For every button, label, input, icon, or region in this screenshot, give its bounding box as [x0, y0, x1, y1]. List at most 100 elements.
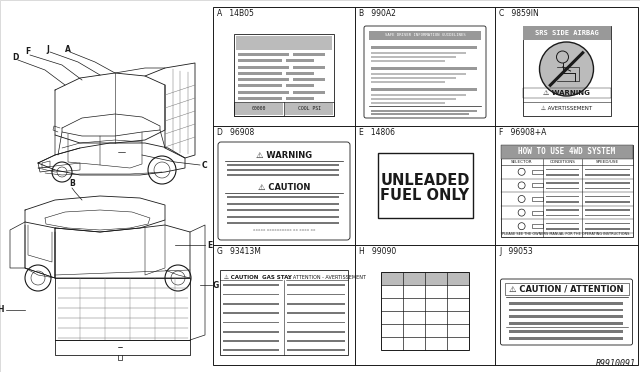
Bar: [381, 272, 469, 350]
Bar: [223, 321, 279, 323]
Bar: [546, 201, 579, 203]
Bar: [287, 340, 345, 342]
Text: G: G: [213, 280, 220, 289]
Bar: [586, 228, 630, 230]
Bar: [546, 215, 579, 217]
Bar: [287, 349, 345, 351]
Text: D: D: [12, 52, 18, 61]
Bar: [532, 211, 543, 215]
Bar: [293, 91, 325, 94]
Text: xxxxx xxxxxxxxxx xx xxxx xx: xxxxx xxxxxxxxxx xx xxxx xx: [253, 228, 316, 232]
Bar: [371, 60, 445, 62]
Bar: [546, 174, 579, 176]
Text: R9910091: R9910091: [596, 359, 636, 368]
Bar: [238, 65, 289, 68]
Bar: [238, 53, 289, 56]
Bar: [227, 169, 339, 171]
Bar: [586, 182, 630, 184]
Bar: [546, 196, 579, 197]
Bar: [546, 209, 579, 211]
Bar: [371, 52, 467, 54]
Bar: [371, 45, 477, 49]
Bar: [223, 349, 279, 351]
Text: SAFE DRIVER INFORMATION GUIDELINES: SAFE DRIVER INFORMATION GUIDELINES: [385, 33, 465, 37]
Bar: [286, 84, 314, 87]
Text: J: J: [47, 45, 49, 54]
Text: D   96908: D 96908: [217, 128, 254, 137]
Bar: [238, 91, 289, 94]
Bar: [532, 183, 543, 187]
Text: J   99053: J 99053: [499, 247, 532, 256]
Bar: [546, 187, 579, 189]
Bar: [234, 102, 334, 116]
Bar: [223, 294, 279, 295]
Bar: [227, 215, 339, 218]
Text: H   99090: H 99090: [359, 247, 396, 256]
Bar: [227, 164, 339, 166]
Bar: [371, 81, 445, 83]
Bar: [371, 67, 477, 70]
Bar: [213, 7, 638, 365]
Bar: [500, 145, 632, 159]
Bar: [223, 285, 279, 286]
Bar: [509, 337, 623, 340]
Bar: [532, 224, 543, 228]
Bar: [546, 223, 579, 224]
Bar: [586, 187, 630, 189]
Bar: [586, 215, 630, 217]
Bar: [509, 330, 623, 333]
Bar: [235, 103, 283, 115]
Bar: [227, 222, 339, 224]
Bar: [286, 59, 314, 62]
Text: HOW TO USE 4WD SYSTEM: HOW TO USE 4WD SYSTEM: [518, 148, 615, 157]
Bar: [586, 174, 630, 176]
Bar: [371, 102, 445, 104]
Bar: [223, 331, 279, 333]
Bar: [369, 31, 481, 40]
Bar: [223, 312, 279, 314]
Bar: [546, 169, 579, 170]
Bar: [293, 53, 325, 56]
Bar: [293, 65, 325, 68]
Bar: [287, 321, 345, 323]
Bar: [586, 209, 630, 211]
Text: B   990A2: B 990A2: [359, 9, 396, 18]
Text: C: C: [202, 160, 207, 170]
Bar: [227, 196, 339, 198]
Bar: [293, 78, 325, 81]
Bar: [522, 26, 611, 116]
Bar: [238, 72, 282, 75]
Bar: [509, 322, 623, 324]
Bar: [287, 331, 345, 333]
Bar: [223, 340, 279, 342]
Bar: [238, 78, 289, 81]
Bar: [287, 303, 345, 305]
Bar: [238, 59, 282, 62]
Text: SRS SIDE AIRBAG: SRS SIDE AIRBAG: [534, 30, 598, 36]
Bar: [371, 94, 467, 96]
Text: G   93413M: G 93413M: [217, 247, 261, 256]
Text: ⚠ ATTENTION - AVERTISSEMENT: ⚠ ATTENTION - AVERTISSEMENT: [287, 275, 366, 280]
Bar: [287, 285, 345, 286]
Bar: [371, 77, 456, 79]
Text: F: F: [26, 48, 31, 57]
Bar: [378, 153, 472, 218]
Text: ⚠ WARNING: ⚠ WARNING: [543, 90, 590, 96]
Bar: [546, 182, 579, 184]
Text: ⚠ CAUTION  GAS STAY: ⚠ CAUTION GAS STAY: [224, 275, 292, 280]
Bar: [371, 98, 456, 100]
Bar: [285, 103, 333, 115]
Text: UNLEADED: UNLEADED: [380, 173, 470, 188]
Bar: [522, 26, 611, 40]
Text: ⚠ WARNING: ⚠ WARNING: [256, 151, 312, 160]
Bar: [509, 309, 623, 311]
Bar: [586, 169, 630, 170]
Bar: [371, 87, 477, 91]
Bar: [586, 201, 630, 203]
Bar: [286, 97, 314, 100]
Text: ⚠ CAUTION / ATTENTION: ⚠ CAUTION / ATTENTION: [509, 285, 624, 294]
Bar: [500, 145, 632, 237]
Bar: [234, 34, 334, 116]
Text: A: A: [65, 45, 71, 54]
Text: ⚠ CAUTION: ⚠ CAUTION: [258, 183, 310, 192]
